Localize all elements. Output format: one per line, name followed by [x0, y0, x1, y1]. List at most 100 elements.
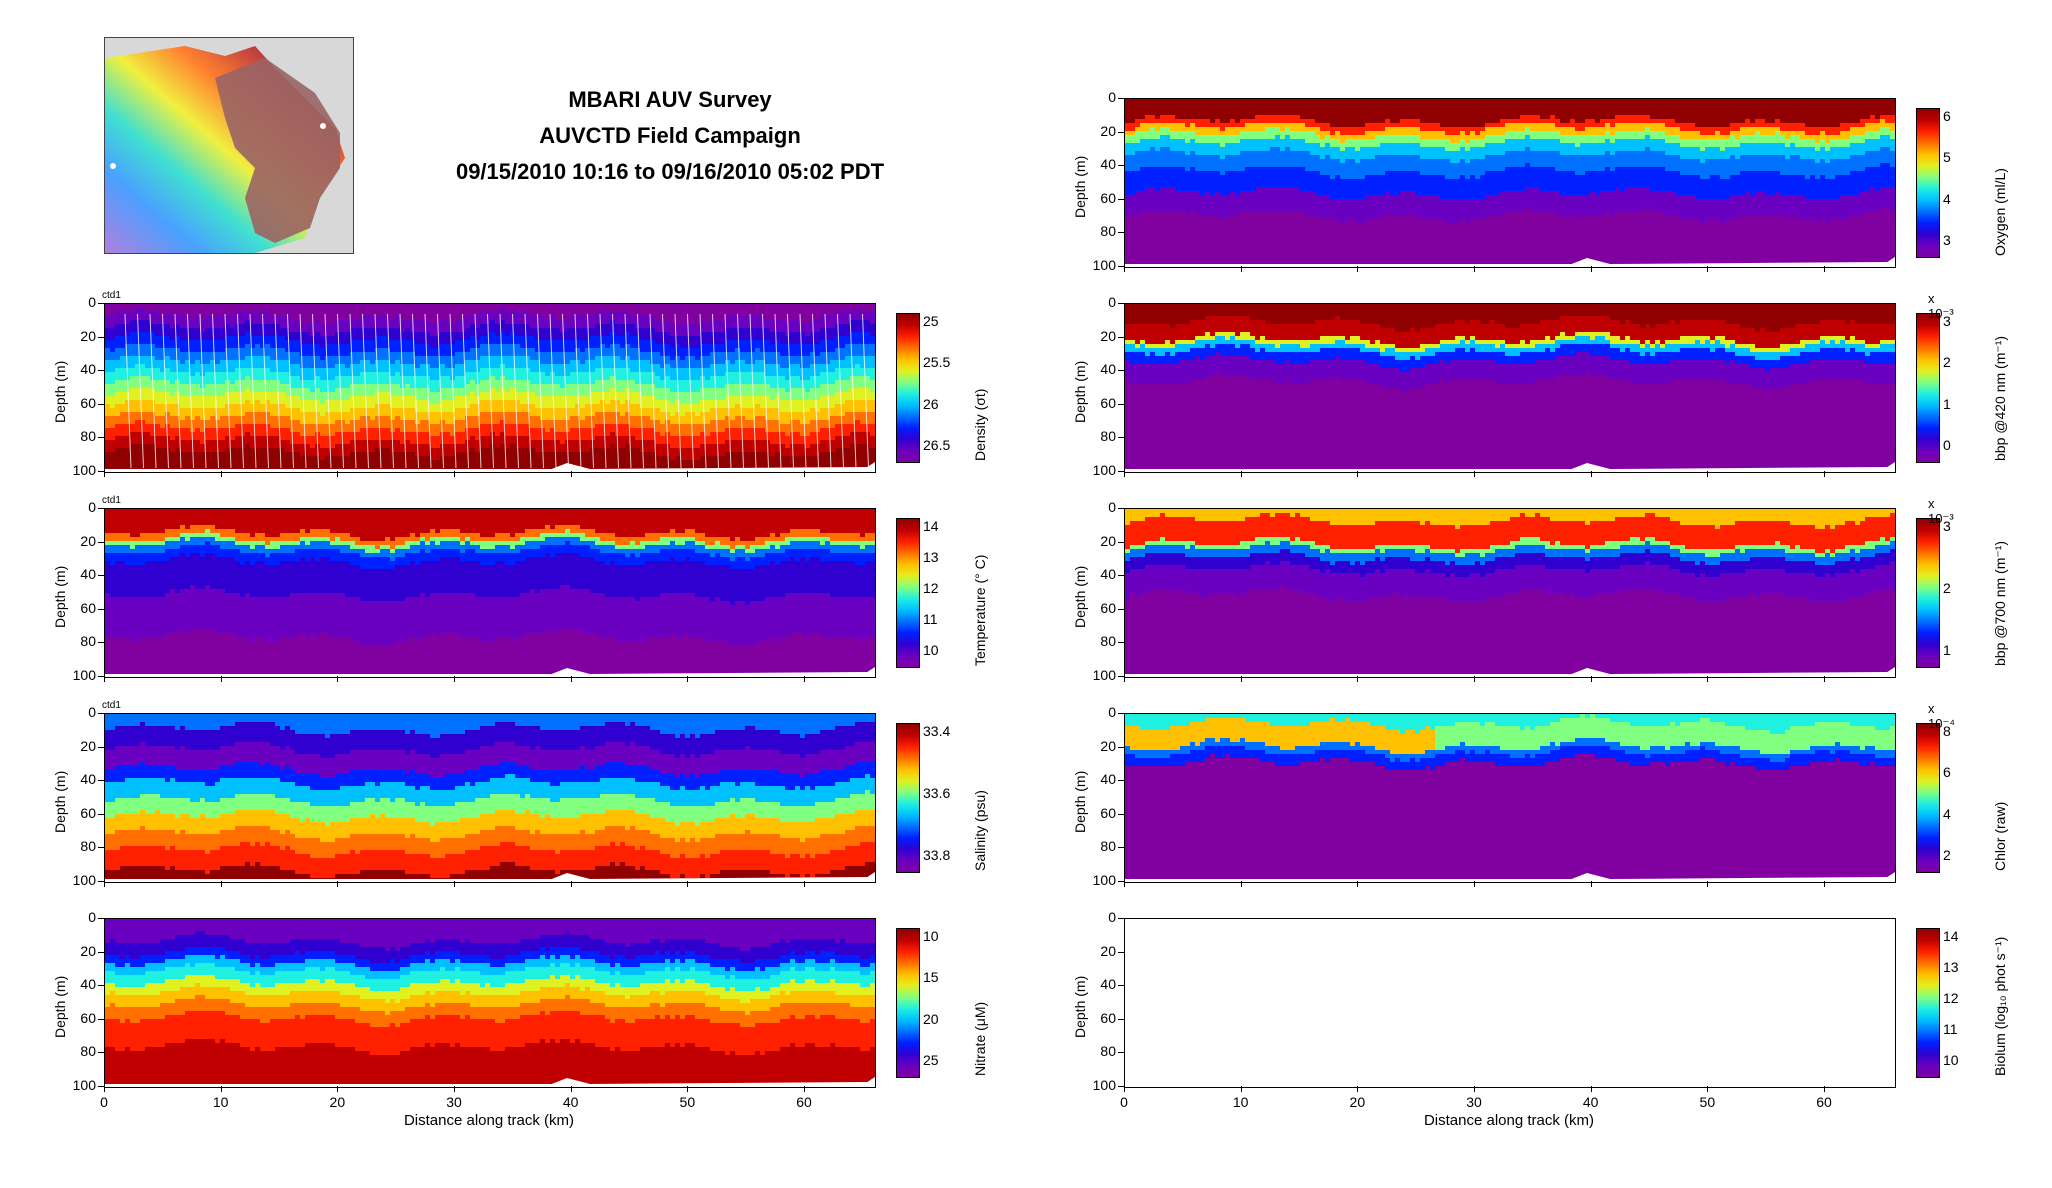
- heatmap-cell: [425, 328, 431, 333]
- heatmap-cell: [495, 444, 501, 449]
- heatmap-cell: [160, 456, 166, 461]
- heatmap-cell: [320, 428, 326, 433]
- heatmap-cell: [485, 344, 491, 349]
- heatmap-cell: [560, 432, 566, 437]
- heatmap-cell: [365, 328, 371, 333]
- heatmap-cell: [495, 456, 501, 461]
- heatmap-cell: [460, 356, 466, 361]
- heatmap-cell: [625, 332, 631, 337]
- heatmap-cell: [140, 372, 146, 377]
- heatmap-cell: [385, 364, 391, 369]
- heatmap-cell: [270, 340, 276, 345]
- heatmap-cell: [250, 460, 256, 465]
- heatmap-cell: [410, 404, 416, 409]
- heatmap-cell: [410, 336, 416, 341]
- heatmap-cell: [345, 428, 351, 433]
- heatmap-cell: [170, 436, 176, 441]
- heatmap-cell: [495, 320, 501, 325]
- heatmap-cell: [680, 456, 686, 461]
- heatmap-cell: [475, 344, 481, 349]
- heatmap-cell: [165, 432, 171, 437]
- heatmap-cell: [580, 344, 586, 349]
- heatmap-cell: [520, 324, 526, 329]
- heatmap-cell: [390, 336, 396, 341]
- heatmap-cell: [665, 312, 671, 317]
- heatmap-cell: [280, 376, 286, 381]
- heatmap-cell: [475, 452, 481, 457]
- heatmap-cell: [130, 376, 136, 381]
- heatmap-cell: [505, 396, 511, 401]
- heatmap-cell: [545, 388, 551, 393]
- heatmap-cell: [480, 464, 486, 469]
- heatmap-cell: [220, 388, 226, 393]
- heatmap-cell: [305, 372, 311, 377]
- heatmap-cell: [685, 452, 691, 457]
- heatmap-cell: [630, 448, 636, 453]
- heatmap-cell: [205, 364, 211, 369]
- heatmap-cell: [220, 360, 226, 365]
- heatmap-cell: [460, 464, 466, 469]
- heatmap-cell: [380, 372, 386, 377]
- heatmap-cell: [420, 464, 426, 469]
- heatmap-cell: [395, 440, 401, 445]
- heatmap-cell: [550, 424, 556, 429]
- heatmap-cell: [625, 452, 631, 457]
- heatmap-cell: [640, 320, 646, 325]
- heatmap-cell: [640, 348, 646, 353]
- heatmap-cell: [660, 452, 666, 457]
- heatmap-cell: [435, 356, 441, 361]
- heatmap-cell: [390, 420, 396, 425]
- heatmap-cell: [555, 440, 561, 445]
- heatmap-cell: [155, 428, 161, 433]
- heatmap-cell: [205, 308, 211, 313]
- heatmap-cell: [415, 340, 421, 345]
- title-line-1: MBARI AUV Survey: [440, 82, 900, 118]
- heatmap-cell: [560, 308, 566, 313]
- heatmap-cell: [230, 404, 236, 409]
- heatmap-cell: [490, 376, 496, 381]
- heatmap-cell: [570, 352, 576, 357]
- heatmap-cell: [520, 440, 526, 445]
- heatmap-cell: [545, 420, 551, 425]
- heatmap-cell: [225, 324, 231, 329]
- heatmap-cell: [280, 328, 286, 333]
- heatmap-cell: [445, 368, 451, 373]
- heatmap-cell: [380, 456, 386, 461]
- heatmap-cell: [320, 396, 326, 401]
- heatmap-cell: [140, 428, 146, 433]
- heatmap-cell: [305, 420, 311, 425]
- heatmap-cell: [350, 312, 356, 317]
- heatmap-cell: [530, 344, 536, 349]
- heatmap-cell: [620, 344, 626, 349]
- heatmap-cell: [600, 452, 606, 457]
- heatmap-cell: [165, 312, 171, 317]
- heatmap-cell: [645, 444, 651, 449]
- heatmap-cell: [355, 368, 361, 373]
- heatmap-cell: [145, 436, 151, 441]
- heatmap-cell: [485, 424, 491, 429]
- heatmap-cell: [190, 356, 196, 361]
- heatmap-cell: [365, 428, 371, 433]
- heatmap-cell: [195, 444, 201, 449]
- heatmap-cell: [430, 352, 436, 357]
- heatmap-cell: [400, 408, 406, 413]
- heatmap-cell: [185, 396, 191, 401]
- heatmap-cell: [680, 320, 686, 325]
- heatmap-cell: [400, 328, 406, 333]
- heatmap-cell: [345, 412, 351, 417]
- heatmap-cell: [215, 308, 221, 313]
- heatmap-cell: [295, 312, 301, 317]
- heatmap-cell: [505, 320, 511, 325]
- heatmap-cell: [630, 368, 636, 373]
- heatmap-cell: [460, 340, 466, 345]
- heatmap-cell: [535, 444, 541, 449]
- heatmap-cell: [460, 452, 466, 457]
- heatmap-cell: [130, 308, 136, 313]
- heatmap-cell: [640, 388, 646, 393]
- heatmap-cell: [540, 376, 546, 381]
- heatmap-cell: [635, 436, 641, 441]
- heatmap-cell: [595, 332, 601, 337]
- heatmap-cell: [500, 352, 506, 357]
- heatmap-cell: [175, 304, 181, 309]
- heatmap-cell: [185, 384, 191, 389]
